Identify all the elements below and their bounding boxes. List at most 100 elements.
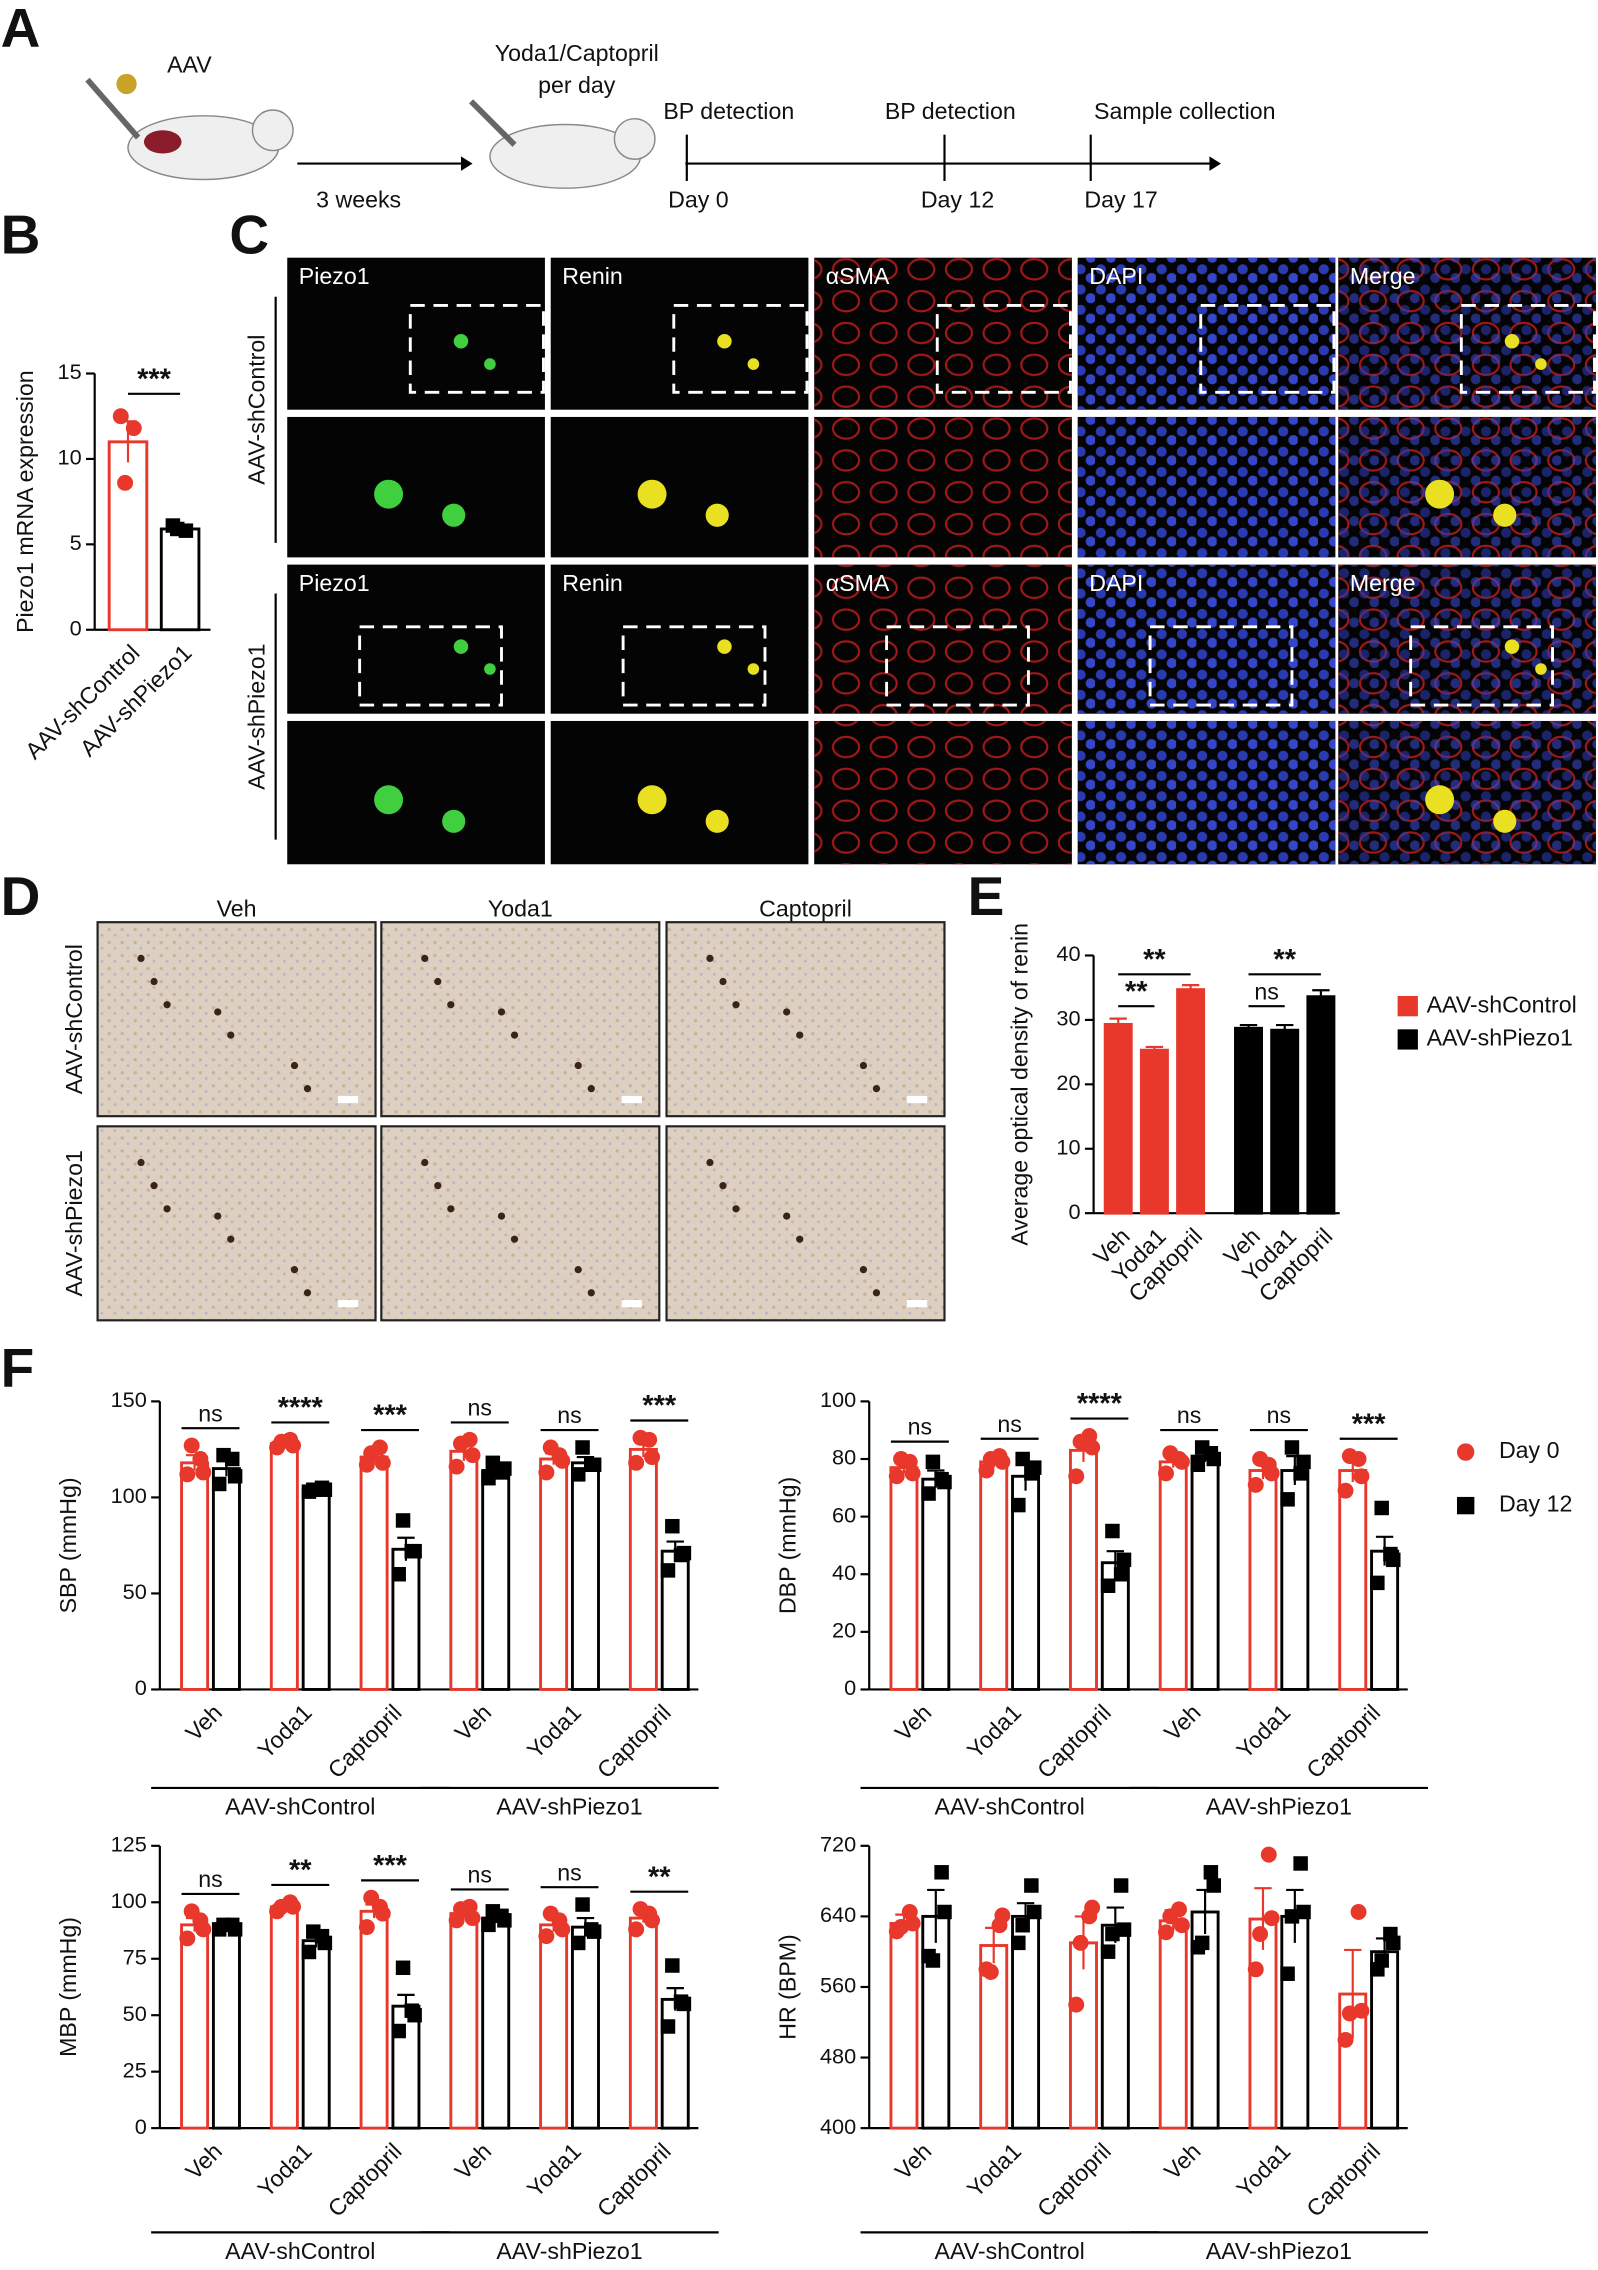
stain (227, 1235, 235, 1243)
syringe (469, 99, 517, 147)
panel-label: F (1, 1337, 35, 1399)
signal (1535, 358, 1547, 370)
bar (1306, 995, 1336, 1215)
x-tick-label: Captopril (1301, 1699, 1385, 1783)
row-label: AAV-shPiezo1 (243, 643, 269, 789)
scale-bar (621, 1300, 642, 1308)
signal (453, 639, 469, 654)
bar (269, 1442, 299, 1691)
data-point (1084, 1439, 1101, 1456)
x-tick-label: Captopril (323, 2138, 407, 2222)
stain (227, 1031, 235, 1039)
y-tick-label: 0 (135, 2114, 147, 2139)
significance-label: ns (557, 1402, 581, 1428)
data-point (216, 1917, 231, 1933)
texture (1077, 720, 1336, 865)
column-label: Captopril (759, 896, 852, 922)
data-point (464, 1910, 481, 1927)
channel-label: Piezo1 (299, 263, 370, 289)
data-point (1337, 1482, 1354, 1499)
bar (1103, 1022, 1133, 1215)
bar (1158, 1919, 1188, 2130)
data-point (542, 1905, 559, 1922)
data-point (904, 1465, 921, 1482)
data-point (1173, 1453, 1190, 1470)
x-tick-label: Captopril (323, 1699, 407, 1783)
data-point (301, 1944, 317, 1960)
zoom-box (1148, 625, 1294, 707)
data-point (317, 1935, 333, 1951)
y-axis-label: Average optical density of renin (1006, 923, 1032, 1246)
signal (484, 358, 496, 370)
significance-label: ns (1177, 1402, 1201, 1428)
data-point (464, 1447, 481, 1464)
data-point (570, 1467, 586, 1482)
x-tick-label: Yoda1 (962, 2138, 1026, 2202)
data-point (665, 1958, 680, 1973)
channel-label: αSMA (826, 263, 890, 289)
y-tick-label: 80 (832, 1445, 856, 1470)
significance-label: *** (137, 363, 172, 395)
significance-label: ns (908, 1414, 932, 1440)
mouse-head (251, 109, 294, 152)
data-point (481, 1917, 496, 1933)
y-tick-label: 10 (58, 445, 82, 470)
signal (1425, 479, 1455, 509)
data-point (1350, 1904, 1367, 1920)
data-point (628, 1454, 645, 1471)
data-point (1337, 2031, 1354, 2048)
bar (1190, 1454, 1220, 1691)
data-point (632, 1901, 649, 1918)
data-point (1113, 1878, 1129, 1893)
y-tick-label: 50 (123, 1579, 147, 1604)
stain (290, 1266, 299, 1274)
data-point (363, 1889, 380, 1906)
data-point (395, 1513, 411, 1528)
group-label: AAV-shControl (225, 2238, 375, 2264)
data-point (1194, 1935, 1210, 1951)
y-tick-label: 125 (111, 1832, 147, 1857)
data-point (1280, 1492, 1295, 1507)
bar (1068, 1448, 1098, 1691)
significance-label: ** (1273, 944, 1296, 976)
micrograph (287, 257, 545, 410)
data-point (1293, 1856, 1308, 1871)
y-tick-label: 30 (1056, 1006, 1080, 1031)
data-point (485, 1455, 501, 1471)
micrograph (287, 720, 545, 865)
x-tick-label: Veh (890, 1699, 937, 1746)
stain (510, 1235, 519, 1243)
stain (872, 1289, 881, 1297)
stain (497, 1008, 506, 1016)
data-point (179, 1466, 196, 1483)
data-point (554, 1921, 571, 1938)
data-point (227, 1922, 243, 1937)
signal (442, 503, 466, 527)
label: per day (538, 72, 616, 98)
zoom-box (1409, 625, 1554, 707)
ihc-image (380, 921, 661, 1118)
bar (628, 1447, 658, 1691)
data-point (285, 1898, 301, 1915)
x-tick-label: Yoda1 (253, 2138, 317, 2202)
data-point (1247, 1476, 1264, 1493)
significance-label: ns (997, 1411, 1021, 1437)
bar (889, 1922, 919, 2130)
y-tick-label: 75 (123, 1944, 147, 1969)
significance-label: ns (198, 1400, 222, 1426)
significance-label: ns (1267, 1402, 1291, 1428)
data-point (179, 1930, 196, 1947)
data-point (1374, 1500, 1389, 1516)
legend-marker (1456, 1443, 1475, 1461)
data-point (216, 1447, 231, 1463)
group-label: AAV-shPiezo1 (496, 1793, 642, 1819)
stain (706, 1158, 714, 1167)
bar (211, 1925, 241, 2130)
data-point (374, 1454, 391, 1471)
stain (587, 1085, 595, 1093)
data-point (644, 1449, 661, 1466)
data-point (904, 1915, 921, 1932)
data-point (1252, 1451, 1269, 1467)
data-point (1113, 1566, 1129, 1582)
